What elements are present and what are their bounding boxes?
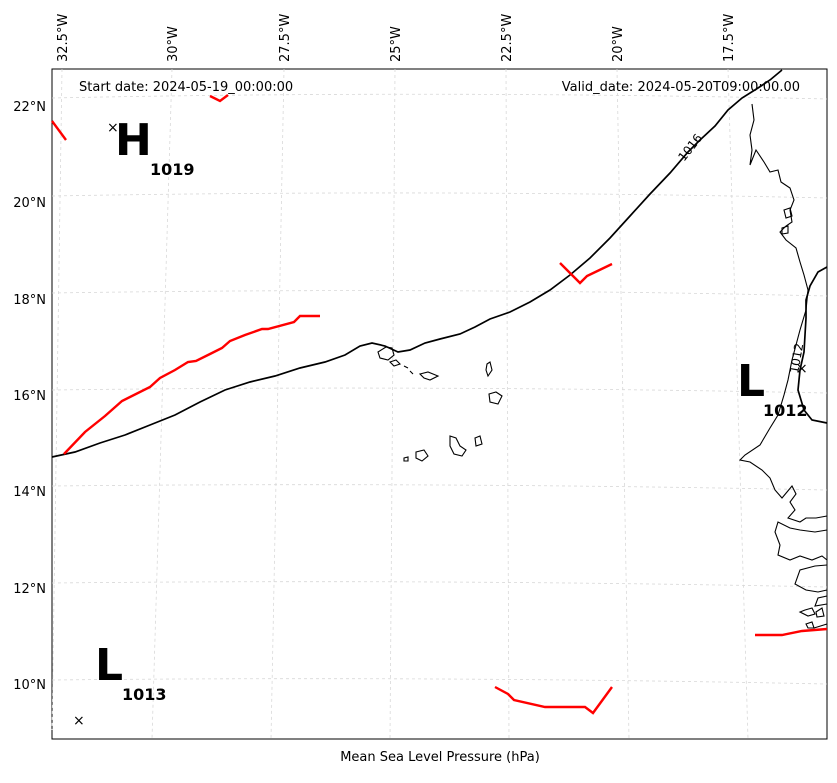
center-marker-icon: ×: [73, 713, 85, 729]
lon-tick-label: 22.5°W: [500, 14, 515, 62]
lon-tick-label: 20°W: [611, 26, 626, 62]
gridline-lon-25: [389, 68, 396, 740]
gridline-lon-30: [151, 68, 173, 740]
cape-verde-sal: [485, 361, 493, 378]
front-northwest: [51, 120, 67, 141]
fronts: [51, 94, 828, 715]
center-letter: H: [115, 115, 152, 166]
start-date-label: Start date: 2024-05-19_00:00:00: [79, 80, 293, 95]
lat-tick-label: 14°N: [13, 485, 46, 500]
lon-tick-label: 32.5°W: [56, 14, 71, 62]
graticule: [51, 68, 828, 740]
map-frame: [51, 68, 828, 740]
isobar-1012: [797, 266, 828, 424]
lat-tick-label: 20°N: [13, 196, 46, 211]
gridline-lat-14: [51, 484, 828, 491]
lat-tick-label: 12°N: [13, 582, 46, 597]
cape-verde-sao-vicente: [388, 359, 402, 367]
gridline-lon-22-5: [505, 68, 510, 740]
front-long: [63, 314, 320, 455]
cape-verde-brava: [403, 456, 409, 462]
cape-verde-boa-vista: [488, 391, 503, 405]
gridline-lat-22: [51, 93, 828, 100]
africa-coastline-south: [774, 521, 828, 629]
center-letter: L: [737, 356, 765, 407]
lon-tick-label: 30°W: [166, 26, 181, 62]
lat-tick-label: 18°N: [13, 293, 46, 308]
center-value: 1019: [150, 160, 195, 179]
cape-verde-maio: [474, 435, 483, 447]
center-marker-icon: ×: [796, 361, 808, 377]
center-value: 1012: [763, 401, 808, 420]
gridline-lon-17-5: [727, 68, 749, 740]
lon-tick-label: 27.5°W: [278, 14, 293, 62]
gridline-lat-10: [51, 678, 828, 685]
gridline-lon-27-5: [270, 68, 285, 740]
coastlines: [377, 103, 828, 629]
pressure-center-high: × H 1019: [107, 115, 195, 179]
isobars: [51, 69, 828, 458]
cape-verde-sal-boavista: [418, 371, 440, 381]
gridline-lat-20: [51, 192, 828, 199]
contour-label-bg: [669, 127, 698, 157]
longitude-tick-labels: 32.5°W 30°W 27.5°W 25°W 22.5°W 20°W 17.5…: [56, 14, 737, 62]
isobar-label-1012: 1012: [787, 342, 806, 375]
valid-date-label: Valid_date: 2024-05-20T09:00:00.00: [562, 80, 800, 95]
africa-coastline: [738, 103, 828, 523]
front-middle: [559, 262, 613, 285]
pressure-center-low-southwest: × L 1013: [73, 640, 167, 729]
center-value: 1013: [122, 685, 167, 704]
center-marker-icon: ×: [107, 120, 119, 136]
front-south: [494, 685, 613, 715]
lat-tick-label: 10°N: [13, 678, 46, 693]
pressure-center-low-east: × L 1012: [737, 356, 808, 420]
center-letter: L: [95, 640, 123, 691]
gridline-lat-18: [51, 290, 828, 297]
front-top: [209, 94, 229, 103]
front-southeast: [755, 627, 828, 637]
lat-tick-label: 22°N: [13, 100, 46, 115]
map-caption: Mean Sea Level Pressure (hPa): [340, 750, 540, 765]
cape-verde-santiago: [449, 435, 467, 457]
lat-tick-label: 16°N: [13, 389, 46, 404]
gridline-lat-12: [51, 581, 828, 588]
cape-verde-sao-nicolau: [403, 365, 414, 375]
isobar-1016: [51, 69, 783, 458]
gridline-lon-20: [616, 68, 630, 740]
lon-tick-label: 25°W: [389, 26, 404, 62]
cape-verde-fogo: [415, 449, 429, 462]
lon-tick-label: 17.5°W: [722, 14, 737, 62]
canary-islands: [781, 207, 793, 235]
latitude-tick-labels: 22°N 20°N 18°N 16°N 14°N 12°N 10°N: [13, 100, 46, 693]
gridline-lon-32-5: [51, 68, 63, 731]
